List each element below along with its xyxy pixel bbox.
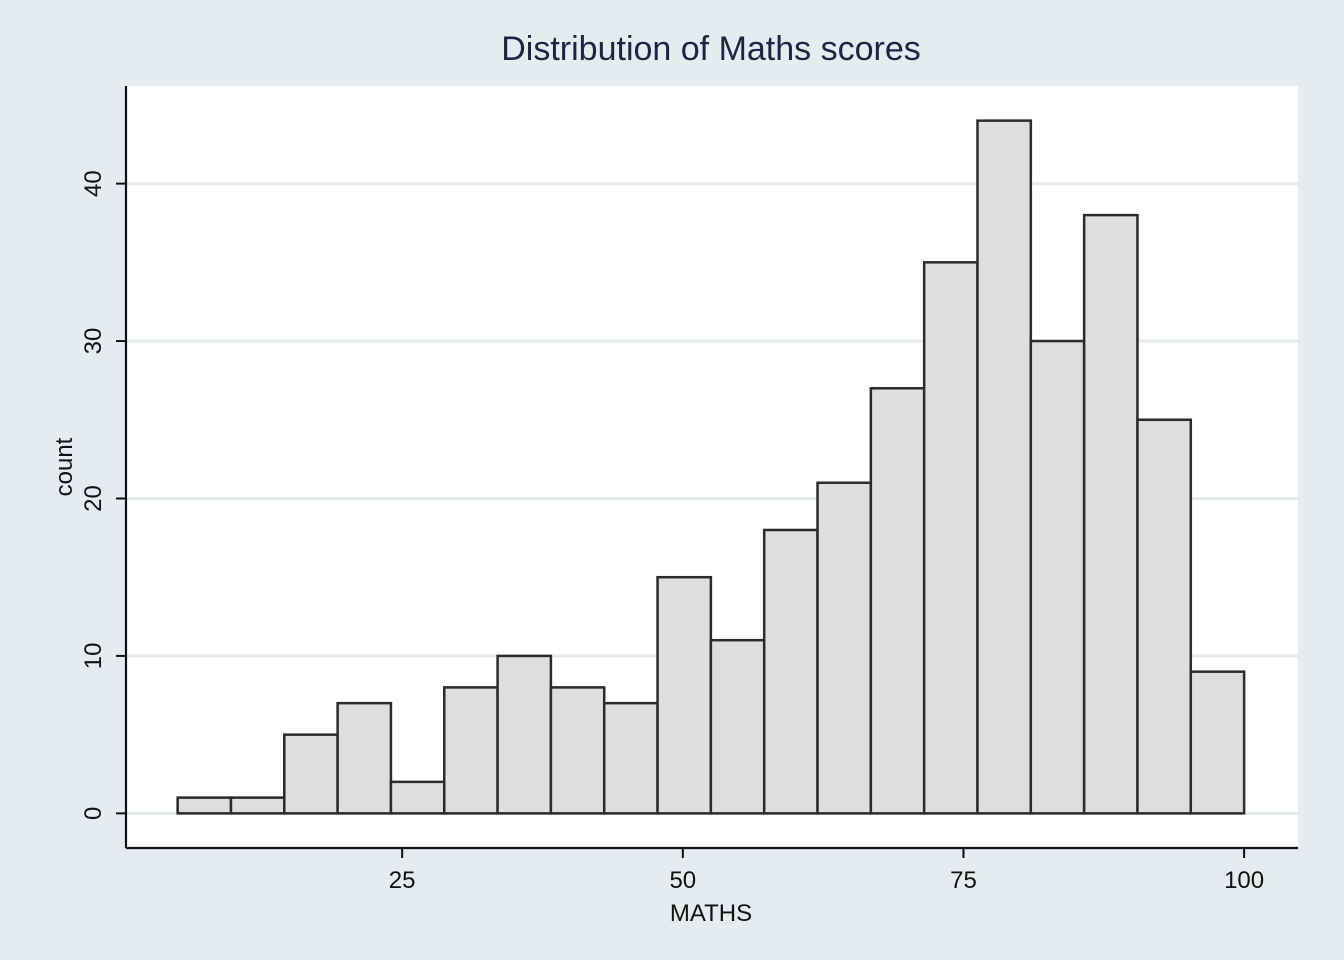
bar-10: [656, 575, 713, 815]
y-ticks: 0 10 20 30 40: [80, 170, 126, 820]
bar-15: [922, 261, 979, 815]
y-tick-label-40: 40: [80, 170, 107, 197]
bar-16: [976, 119, 1033, 815]
bar-13: [816, 481, 873, 815]
bar-6: [443, 686, 499, 815]
x-tick-label-100: 100: [1224, 867, 1264, 894]
bar-20: [1189, 670, 1246, 815]
y-axis-title: count: [51, 437, 78, 496]
bar-17: [1029, 339, 1086, 815]
y-tick-label-10: 10: [80, 643, 107, 670]
x-tick-label-25: 25: [389, 867, 416, 894]
bar-19: [1136, 418, 1193, 815]
bar-18: [1082, 213, 1139, 815]
chart-title: Distribution of Maths scores: [501, 30, 921, 68]
histogram-bars: [176, 119, 1246, 815]
x-ticks: 25 50 75 100: [389, 848, 1264, 894]
bar-8: [549, 686, 606, 815]
x-tick-label-75: 75: [950, 867, 977, 894]
y-tick-label-30: 30: [80, 328, 107, 355]
bar-7: [496, 654, 553, 815]
bar-1: [176, 796, 233, 815]
x-tick-label-50: 50: [669, 867, 696, 894]
bar-14: [869, 387, 926, 815]
bar-9: [602, 701, 659, 815]
bar-4: [336, 701, 393, 815]
bar-11: [709, 638, 766, 815]
y-tick-label-0: 0: [80, 807, 107, 820]
bar-5: [389, 780, 446, 815]
y-tick-label-20: 20: [80, 485, 107, 512]
axes: [124, 86, 1298, 850]
bar-12: [762, 528, 819, 815]
bar-3: [283, 733, 339, 815]
bar-2: [229, 796, 286, 815]
x-axis-title: MATHS: [670, 900, 752, 927]
